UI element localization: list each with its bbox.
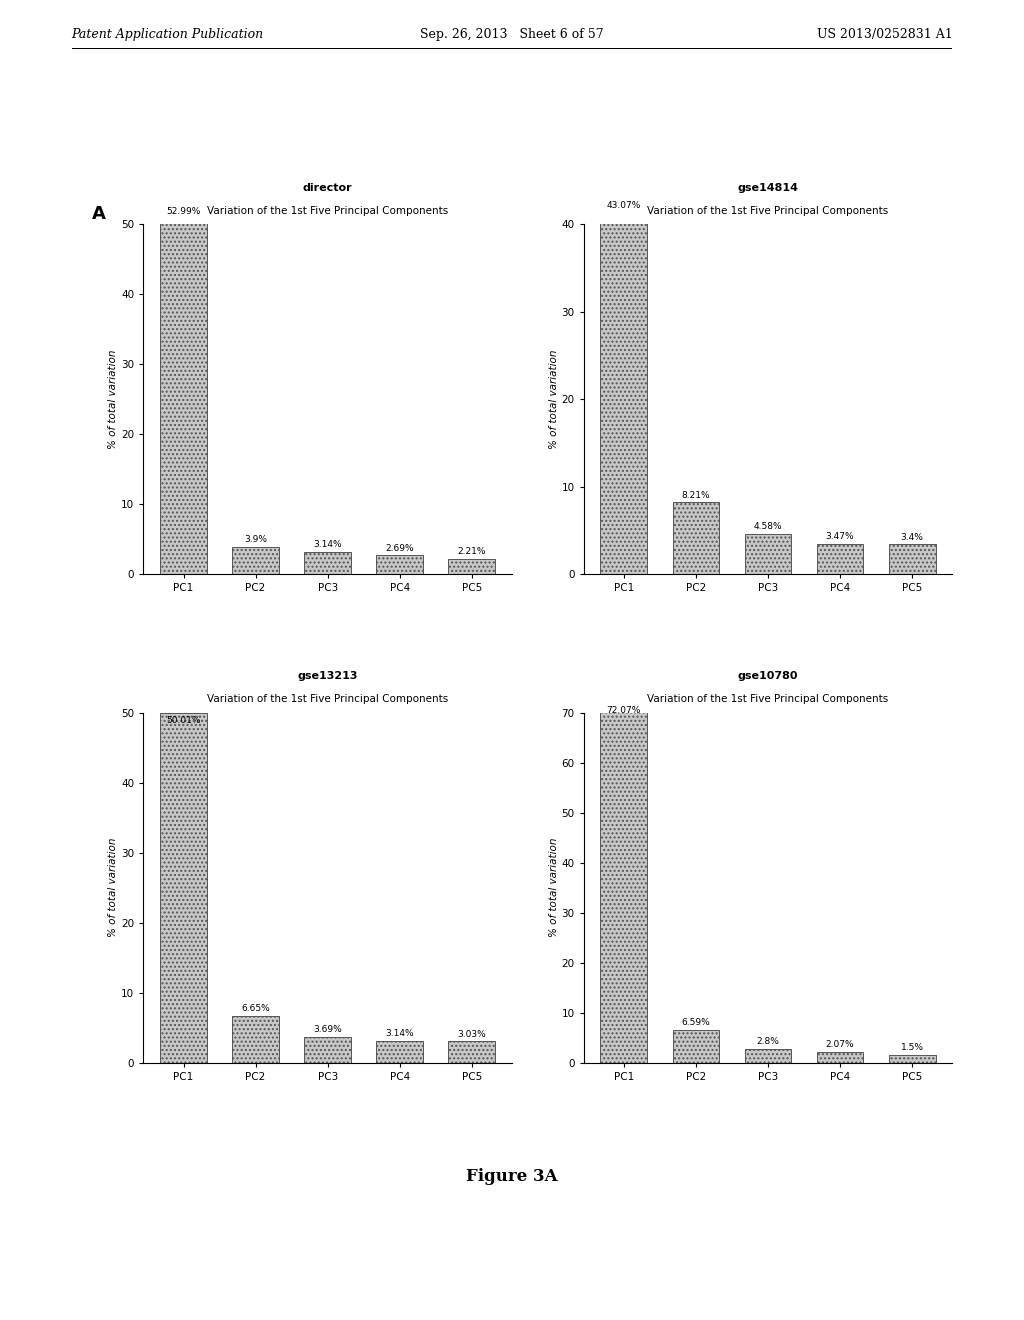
Text: 3.14%: 3.14% (313, 540, 342, 549)
Text: 4.58%: 4.58% (754, 523, 782, 532)
Bar (889, 1055, 936, 1063)
Bar (304, 1036, 351, 1063)
Text: Variation of the 1st Five Principal Components: Variation of the 1st Five Principal Comp… (647, 206, 889, 215)
Bar (817, 1052, 863, 1063)
Text: Patent Application Publication: Patent Application Publication (72, 28, 264, 41)
Text: 2.8%: 2.8% (757, 1036, 779, 1045)
Text: Variation of the 1st Five Principal Components: Variation of the 1st Five Principal Comp… (207, 206, 449, 215)
Text: 3.69%: 3.69% (313, 1026, 342, 1034)
Bar (889, 544, 936, 574)
Bar (377, 1040, 423, 1063)
Text: 3.03%: 3.03% (458, 1030, 486, 1039)
Text: Sep. 26, 2013   Sheet 6 of 57: Sep. 26, 2013 Sheet 6 of 57 (420, 28, 604, 41)
Bar (744, 535, 792, 574)
Text: 3.14%: 3.14% (385, 1028, 414, 1038)
Bar (673, 1030, 719, 1063)
Text: 6.59%: 6.59% (682, 1018, 711, 1027)
Bar (744, 1048, 792, 1063)
Text: Variation of the 1st Five Principal Components: Variation of the 1st Five Principal Comp… (207, 694, 449, 704)
Text: 1.5%: 1.5% (901, 1043, 924, 1052)
Bar (232, 1016, 279, 1063)
Bar (377, 556, 423, 574)
Text: gse10780: gse10780 (737, 672, 799, 681)
Text: director: director (303, 183, 352, 193)
Text: 6.65%: 6.65% (242, 1005, 270, 1014)
Bar (600, 702, 647, 1063)
Text: 3.9%: 3.9% (244, 535, 267, 544)
Text: US 2013/0252831 A1: US 2013/0252831 A1 (816, 28, 952, 41)
Text: 50.01%: 50.01% (166, 717, 201, 725)
Text: 72.07%: 72.07% (606, 706, 641, 715)
Y-axis label: % of total variation: % of total variation (109, 838, 119, 937)
Bar (160, 713, 207, 1063)
Y-axis label: % of total variation: % of total variation (549, 350, 559, 449)
Text: Variation of the 1st Five Principal Components: Variation of the 1st Five Principal Comp… (647, 694, 889, 704)
Bar (673, 503, 719, 574)
Y-axis label: % of total variation: % of total variation (549, 838, 559, 937)
Text: 52.99%: 52.99% (166, 207, 201, 216)
Text: gse13213: gse13213 (297, 672, 358, 681)
Text: 43.07%: 43.07% (606, 201, 641, 210)
Text: 3.47%: 3.47% (825, 532, 854, 541)
Text: 3.4%: 3.4% (901, 533, 924, 541)
Bar (600, 198, 647, 574)
Bar (232, 546, 279, 574)
Text: 8.21%: 8.21% (682, 491, 711, 499)
Text: 2.69%: 2.69% (385, 544, 414, 553)
Text: 2.21%: 2.21% (458, 546, 486, 556)
Y-axis label: % of total variation: % of total variation (109, 350, 119, 449)
Text: A: A (92, 205, 106, 223)
Bar (160, 203, 207, 574)
Text: Figure 3A: Figure 3A (466, 1168, 558, 1185)
Bar (304, 552, 351, 574)
Bar (817, 544, 863, 574)
Bar (449, 1041, 496, 1063)
Text: gse14814: gse14814 (737, 183, 799, 193)
Bar (449, 558, 496, 574)
Text: 2.07%: 2.07% (825, 1040, 854, 1049)
